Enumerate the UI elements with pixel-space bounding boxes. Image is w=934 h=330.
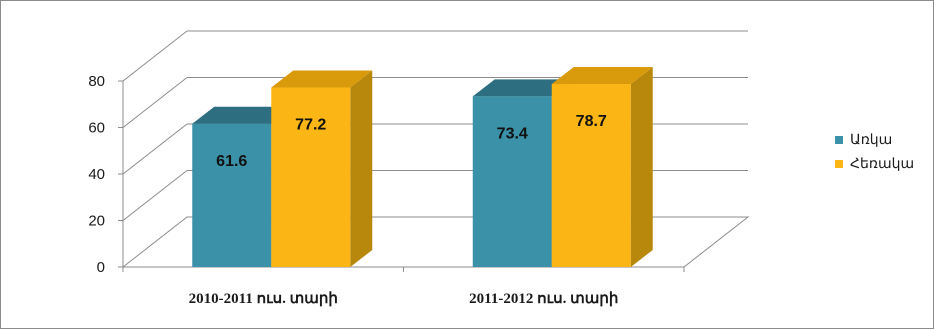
y-tick-label: 60 (88, 120, 105, 137)
bar (271, 87, 351, 267)
data-label: 78.7 (576, 113, 607, 130)
data-labels: 61.6 77.2 73.4 78.7 (216, 113, 607, 170)
legend-swatch (835, 160, 843, 168)
data-label: 77.2 (295, 117, 326, 134)
bar-top (192, 106, 294, 124)
x-category-label: 2010-2011 ուս. տարի (189, 291, 338, 307)
bar-side (350, 70, 373, 267)
legend-label: Հեռակա (850, 155, 914, 171)
bars (192, 67, 653, 268)
y-tick-label: 20 (88, 213, 105, 230)
bar (472, 96, 552, 267)
bar (192, 123, 272, 267)
legend-swatch (835, 136, 843, 144)
bar-side (630, 67, 653, 268)
gridline-diagonal (122, 77, 188, 128)
gridline-diagonal (122, 30, 188, 82)
legend: Առկա Հեռակա (835, 131, 914, 171)
y-tick-label: 0 (97, 259, 105, 276)
gridline-diagonal (122, 170, 188, 221)
bar-top (271, 70, 373, 88)
gridline-diagonal (122, 123, 188, 175)
axes: 0 20 40 60 80 2010-2011 ուս. տարի 2011-2012 ու… (88, 73, 685, 307)
legend-label: Առկա (850, 131, 892, 147)
data-label: 73.4 (497, 125, 528, 142)
bar-top (472, 79, 574, 97)
x-category-label: 2011-2012 ուս. տարի (469, 291, 618, 307)
y-tick-label: 80 (88, 73, 105, 90)
bar (551, 84, 631, 268)
y-tick-label: 40 (88, 166, 105, 183)
bar-top (551, 67, 653, 85)
data-label: 61.6 (216, 153, 247, 170)
